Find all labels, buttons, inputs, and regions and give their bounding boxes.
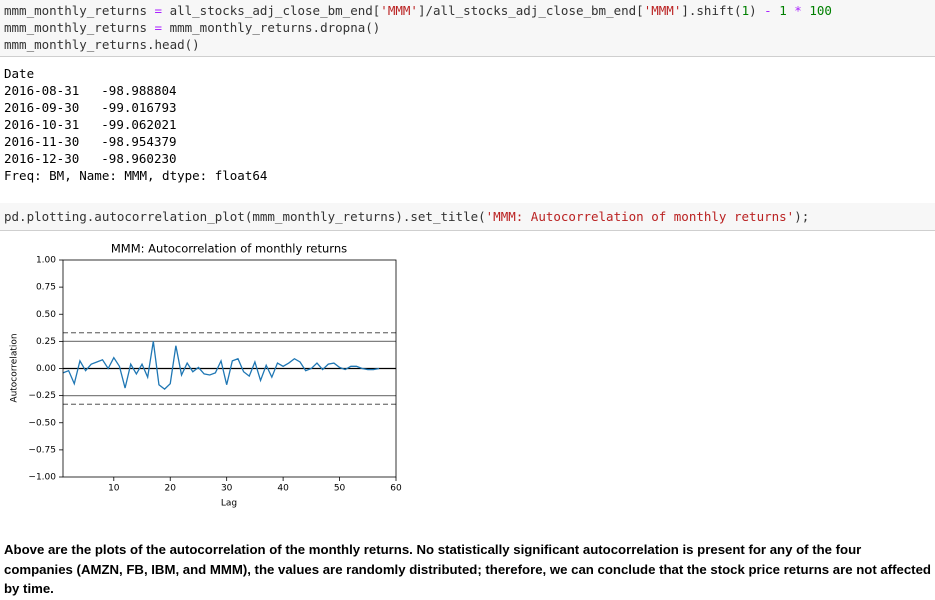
code-token: ].shift( xyxy=(681,3,742,18)
value: -99.062021 xyxy=(101,117,177,132)
chart-title: MMM: Autocorrelation of monthly returns xyxy=(111,242,347,256)
output-row: 2016-08-31 -98.988804 xyxy=(4,82,267,99)
output-row: 2016-11-30 -98.954379 xyxy=(4,133,267,150)
code-token: ); xyxy=(794,209,810,224)
code-token: pd.plotting.autocorrelation_plot(mmm_mon… xyxy=(4,209,486,224)
code-line: mmm_monthly_returns.head() xyxy=(0,36,935,53)
chart: MMM: Autocorrelation of monthly returns … xyxy=(10,242,402,509)
code-line: pd.plotting.autocorrelation_plot(mmm_mon… xyxy=(0,208,935,225)
code-token: 'MMM' xyxy=(643,3,682,18)
x-tick-label: 50 xyxy=(334,484,346,494)
code-token: mmm_monthly_returns.dropna() xyxy=(162,20,381,35)
date: 2016-09-30 xyxy=(4,100,80,115)
value: -98.960230 xyxy=(101,151,177,166)
code-token: - xyxy=(764,3,772,18)
date: 2016-10-31 xyxy=(4,117,80,132)
code-cell[interactable]: pd.plotting.autocorrelation_plot(mmm_mon… xyxy=(0,203,935,231)
code-token: mmm_monthly_returns xyxy=(4,3,155,18)
y-tick-label: 0.00 xyxy=(36,364,56,374)
x-tick-label: 40 xyxy=(277,484,289,494)
plot-frame xyxy=(62,259,397,478)
code-token: mmm_monthly_returns.head() xyxy=(4,37,200,52)
code-token: all_stocks_adj_close_bm_end[ xyxy=(162,3,381,18)
code-token: 'MMM: Autocorrelation of monthly returns… xyxy=(485,209,795,224)
index-name: Date xyxy=(4,66,35,81)
code-token: = xyxy=(154,3,163,18)
code-token: 1 xyxy=(779,3,787,18)
code-token: 1 xyxy=(741,3,750,18)
output-row: 2016-12-30 -98.960230 xyxy=(4,150,267,167)
y-tick-label: 0.75 xyxy=(36,283,56,293)
output-row: 2016-10-31 -99.062021 xyxy=(4,116,267,133)
code-token: mmm_monthly_returns xyxy=(4,20,155,35)
code-token: 'MMM' xyxy=(380,3,418,18)
y-tick-label: −0.50 xyxy=(28,418,56,428)
date: 2016-11-30 xyxy=(4,134,80,149)
value: -98.988804 xyxy=(101,83,177,98)
code-token: * xyxy=(794,3,802,18)
y-tick-label: 1.00 xyxy=(36,256,56,266)
code-token: 100 xyxy=(809,3,832,18)
date: 2016-08-31 xyxy=(4,83,80,98)
x-axis-label: Lag xyxy=(221,499,237,509)
y-tick-label: −0.25 xyxy=(28,391,56,401)
date: 2016-12-30 xyxy=(4,151,80,166)
value: -98.954379 xyxy=(101,134,177,149)
x-tick-label: 10 xyxy=(108,484,120,494)
x-tick-label: 60 xyxy=(390,484,402,494)
y-tick-label: 0.25 xyxy=(36,337,56,347)
y-tick-label: −1.00 xyxy=(28,473,56,483)
output-row: 2016-09-30 -99.016793 xyxy=(4,99,267,116)
code-line: mmm_monthly_returns = all_stocks_adj_clo… xyxy=(0,2,935,19)
series-line xyxy=(62,341,380,390)
value: -99.016793 xyxy=(101,100,177,115)
code-line: mmm_monthly_returns = mmm_monthly_return… xyxy=(0,19,935,36)
code-token: = xyxy=(154,20,163,35)
markdown-text: Above are the plots of the autocorrelati… xyxy=(4,542,931,596)
y-tick-label: −0.75 xyxy=(28,445,56,455)
code-cell[interactable]: mmm_monthly_returns = all_stocks_adj_clo… xyxy=(0,0,935,57)
y-tick-label: 0.50 xyxy=(36,310,56,320)
code-token: ) xyxy=(749,3,765,18)
y-axis-label: Autocorrelation xyxy=(10,333,20,402)
output: Date 2016-08-31 -98.988804 2016-09-30 -99.01… xyxy=(4,65,267,184)
output-footer: Freq: BM, Name: MMM, dtype: float64 xyxy=(4,168,268,183)
code-token: ]/all_stocks_adj_close_bm_end[ xyxy=(417,3,644,18)
x-tick-label: 30 xyxy=(221,484,233,494)
x-tick-label: 20 xyxy=(165,484,177,494)
